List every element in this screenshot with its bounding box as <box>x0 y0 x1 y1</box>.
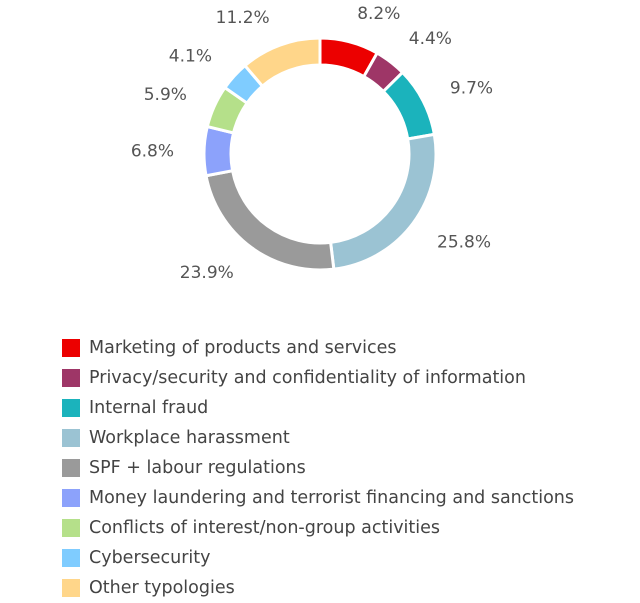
legend-swatch <box>62 339 80 357</box>
legend-label: Cybersecurity <box>89 548 211 568</box>
data-label: 23.9% <box>180 263 234 283</box>
legend-item: Marketing of products and services <box>62 333 574 363</box>
legend-label: Workplace harassment <box>89 428 290 448</box>
legend: Marketing of products and services Privac… <box>62 333 574 603</box>
legend-swatch <box>62 519 80 537</box>
legend-item: Privacy/security and confidentiality of … <box>62 363 574 393</box>
legend-item: Other typologies <box>62 573 574 603</box>
legend-label: Money laundering and terrorist financing… <box>89 488 575 508</box>
legend-label: Conflicts of interest/non-group activiti… <box>89 518 441 538</box>
legend-item: SPF + labour regulations <box>62 453 574 483</box>
legend-label: Other typologies <box>89 578 235 598</box>
data-label: 8.2% <box>357 4 400 24</box>
legend-swatch <box>62 369 80 387</box>
legend-label: Privacy/security and confidentiality of … <box>89 368 526 388</box>
legend-item: Cybersecurity <box>62 543 574 573</box>
legend-swatch <box>62 459 80 477</box>
donut-slice <box>242 36 322 89</box>
data-label: 4.4% <box>409 29 452 49</box>
legend-swatch <box>62 399 80 417</box>
legend-label: Internal fraud <box>89 398 209 418</box>
data-label: 11.2% <box>216 8 270 28</box>
donut-slice <box>202 124 236 178</box>
legend-item: Conflicts of interest/non-group activiti… <box>62 513 574 543</box>
data-label: 25.8% <box>437 232 491 252</box>
legend-label: SPF + labour regulations <box>89 458 306 478</box>
legend-swatch <box>62 429 80 447</box>
data-label: 4.1% <box>169 47 212 67</box>
legend-item: Money laundering and terrorist financing… <box>62 483 574 513</box>
donut-slice <box>328 132 438 271</box>
data-label: 6.8% <box>131 141 174 161</box>
legend-swatch <box>62 549 80 567</box>
legend-item: Workplace harassment <box>62 423 574 453</box>
donut-slice <box>204 168 336 272</box>
data-label: 9.7% <box>450 78 493 98</box>
data-label: 5.9% <box>144 85 187 105</box>
legend-label: Marketing of products and services <box>89 338 397 358</box>
donut-chart: 8.2% 4.4% 9.7% 25.8% 23.9% 6.8% 5.9% 4.1%11.2% <box>131 4 493 283</box>
legend-swatch <box>62 579 80 597</box>
legend-item: Internal fraud <box>62 393 574 423</box>
donut-slice <box>381 70 437 141</box>
legend-swatch <box>62 489 80 507</box>
